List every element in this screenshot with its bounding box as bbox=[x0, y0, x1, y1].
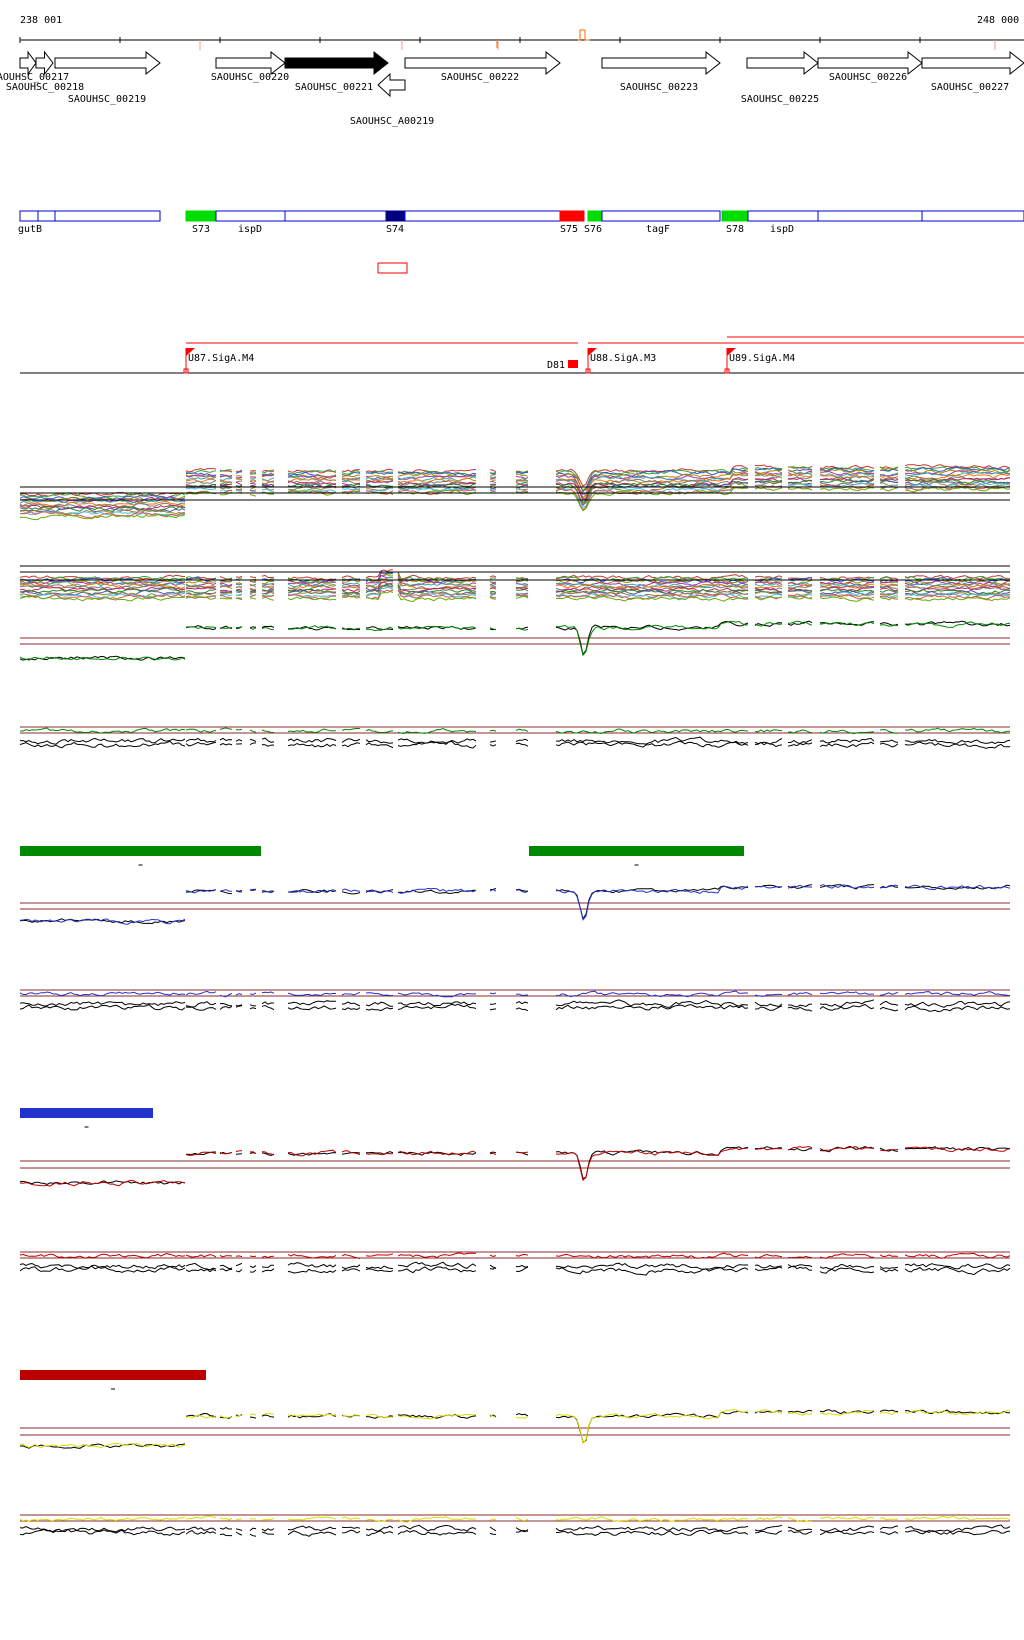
expression-series-black bbox=[19, 740, 1011, 749]
expression-series bbox=[19, 478, 1011, 512]
legend-bar bbox=[20, 1108, 153, 1118]
gene-label: SAOUHSC_00217 bbox=[0, 72, 69, 83]
feature-region[interactable] bbox=[385, 210, 406, 222]
promoter-site bbox=[724, 368, 730, 374]
expression-series-black bbox=[19, 1265, 1011, 1276]
promoter-label: U88.SigA.M3 bbox=[590, 353, 656, 364]
feature-region[interactable] bbox=[817, 210, 923, 222]
expression-series-black bbox=[19, 999, 1011, 1008]
promoter-flag[interactable] bbox=[727, 348, 736, 356]
gene-label: SAOUHSC_00225 bbox=[741, 94, 819, 105]
expression-series-colored bbox=[19, 1252, 1011, 1260]
promoter-flag[interactable] bbox=[588, 348, 597, 356]
gene-label: SAOUHSC_00220 bbox=[211, 72, 289, 83]
expression-series-colored bbox=[19, 1408, 1010, 1449]
feature-region[interactable] bbox=[19, 210, 161, 222]
feature-label: gutB bbox=[18, 224, 42, 235]
feature-region[interactable] bbox=[601, 210, 721, 222]
highlight-box bbox=[377, 262, 408, 274]
gene-arrow[interactable] bbox=[601, 50, 721, 76]
feature-region[interactable] bbox=[587, 210, 603, 222]
expression-series-black bbox=[19, 620, 1011, 661]
legend-bar bbox=[20, 1370, 206, 1380]
feature-region[interactable] bbox=[404, 210, 561, 222]
expression-series-black bbox=[19, 1145, 1011, 1185]
gene-arrow[interactable] bbox=[377, 72, 406, 98]
feature-region[interactable] bbox=[284, 210, 387, 222]
feature-annotation-track: gutB S73 ispD S74 S75 S76 tagF S78 ispD bbox=[18, 210, 1024, 235]
expression-series-black bbox=[19, 1528, 1011, 1537]
promoter-site bbox=[183, 368, 189, 374]
legend-bar bbox=[20, 846, 261, 856]
expression-series-black bbox=[19, 1524, 1011, 1534]
expression-series-black bbox=[19, 1261, 1011, 1271]
expression-series-colored bbox=[19, 1515, 1011, 1523]
gene-arrow[interactable] bbox=[19, 50, 37, 76]
promoter-label: U89.SigA.M4 bbox=[729, 353, 795, 364]
expression-series bbox=[19, 589, 1011, 601]
expression-series-colored bbox=[19, 620, 1011, 661]
ruler-end-label: 248 000 bbox=[977, 15, 1019, 26]
gene-arrow[interactable] bbox=[284, 50, 389, 76]
expression-series bbox=[20, 466, 1011, 500]
gene-arrow[interactable] bbox=[746, 50, 819, 76]
expression-series-colored bbox=[19, 990, 1011, 998]
gene-arrow[interactable] bbox=[215, 50, 286, 76]
gene-label: SAOUHSC_00223 bbox=[620, 82, 698, 93]
feature-label: S74 bbox=[386, 224, 404, 235]
feature-label: tagF bbox=[646, 224, 670, 235]
expression-series-black bbox=[19, 1409, 1011, 1449]
expression-series bbox=[19, 581, 1011, 593]
expression-series bbox=[19, 477, 1011, 510]
gene-arrow[interactable] bbox=[35, 50, 54, 76]
gene-label: SAOUHSC_00222 bbox=[441, 72, 519, 83]
feature-label: ispD bbox=[770, 224, 794, 235]
gene-label: SAOUHSC_00221 bbox=[295, 82, 373, 93]
expression-tracks bbox=[19, 464, 1011, 1537]
feature-region[interactable] bbox=[721, 210, 749, 222]
terminator-marker bbox=[568, 360, 578, 368]
expression-series bbox=[19, 473, 1011, 507]
gene-label: SAOUHSC_00227 bbox=[931, 82, 1009, 93]
expression-series-colored bbox=[19, 884, 1011, 925]
feature-label: S73 bbox=[192, 224, 210, 235]
terminator-label: D81 bbox=[547, 360, 565, 371]
feature-region[interactable] bbox=[747, 210, 819, 222]
ruler-ticks bbox=[19, 29, 996, 50]
feature-label: S76 bbox=[584, 224, 602, 235]
gene-label: SAOUHSC_00219 bbox=[68, 94, 146, 105]
expression-series bbox=[19, 470, 1011, 504]
ruler-start-label: 238 001 bbox=[20, 15, 62, 26]
condition-legend-bars bbox=[20, 846, 744, 1390]
gene-label: SAOUHSC_00218 bbox=[6, 82, 84, 93]
ruler-peak bbox=[578, 29, 590, 41]
feature-region[interactable] bbox=[215, 210, 286, 222]
promoter-track: U87.SigA.M4 U88.SigA.M3 U89.SigA.M4 D81 bbox=[20, 336, 1024, 374]
gene-label: SAOUHSC_A00219 bbox=[350, 116, 434, 127]
gene-label: SAOUHSC_00226 bbox=[829, 72, 907, 83]
expression-series-colored bbox=[19, 1145, 1011, 1187]
promoter-flag[interactable] bbox=[186, 348, 195, 356]
feature-label: S78 bbox=[726, 224, 744, 235]
feature-region[interactable] bbox=[921, 210, 1024, 222]
gene-arrow[interactable] bbox=[404, 50, 561, 76]
feature-region[interactable] bbox=[559, 210, 585, 222]
promoter-label: U87.SigA.M4 bbox=[188, 353, 254, 364]
expression-series-colored bbox=[20, 727, 1011, 735]
feature-label: S75 bbox=[560, 224, 578, 235]
promoter-site bbox=[585, 368, 591, 374]
gene-arrow[interactable] bbox=[54, 50, 161, 76]
feature-label: ispD bbox=[238, 224, 262, 235]
expression-series-black bbox=[20, 736, 1011, 745]
legend-bar bbox=[529, 846, 744, 856]
gene-arrow[interactable] bbox=[921, 50, 1024, 76]
expression-series bbox=[19, 590, 1011, 603]
expression-series-black bbox=[19, 884, 1011, 925]
expression-series-black bbox=[19, 1003, 1011, 1013]
feature-region[interactable] bbox=[185, 210, 217, 222]
coordinate-ruler: 238 001 248 000 bbox=[19, 15, 1024, 50]
gene-arrow[interactable] bbox=[817, 50, 923, 76]
